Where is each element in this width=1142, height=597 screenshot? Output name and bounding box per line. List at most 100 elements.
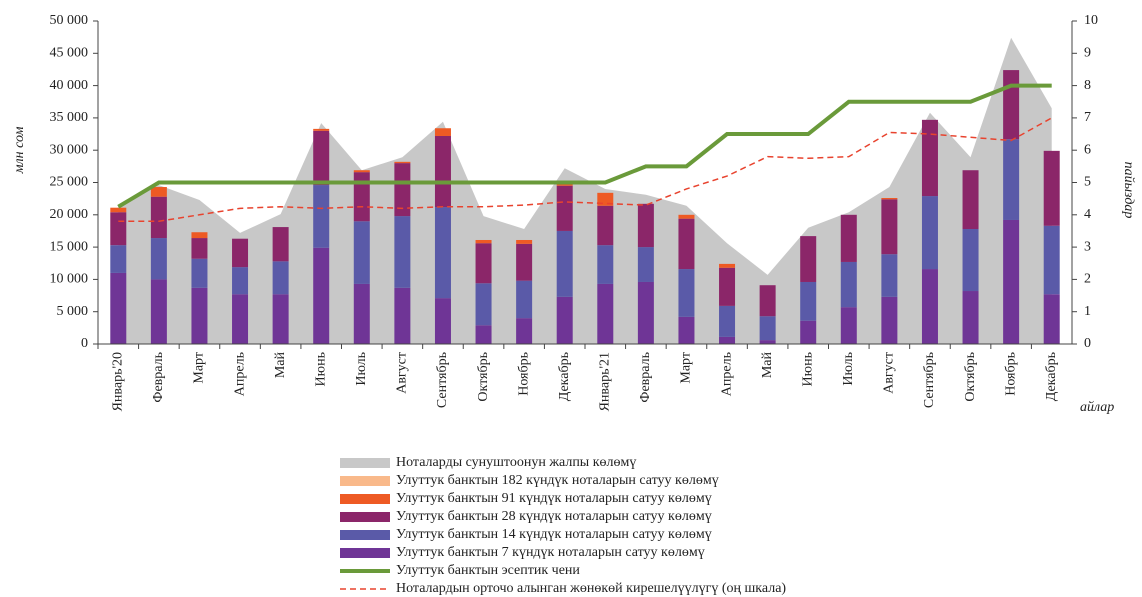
bar [272,227,289,262]
x-tick-label: Ноябрь [1003,352,1018,396]
area [118,37,1052,345]
bar [881,199,898,255]
bar [881,254,898,297]
y2-tick-label: 9 [1084,46,1091,61]
y2-tick-label: 10 [1084,13,1098,28]
x-tick-label: Сентябрь [922,352,937,408]
bar [475,283,492,326]
bar [434,128,451,136]
bar [313,128,330,131]
legend-swatch [340,476,390,486]
bar [759,316,776,341]
bar [800,320,817,344]
bar [962,291,979,344]
x-tick-label: Январь'20 [111,352,126,411]
bar [394,287,411,344]
bar [597,205,614,246]
y2-tick-label: 5 [1084,175,1091,190]
bar [719,336,736,344]
bar [597,245,614,284]
y2-tick-label: 4 [1084,207,1091,222]
bar [272,294,289,344]
bar [556,230,573,297]
legend-swatch [340,530,390,540]
x-tick-label: Декабрь [557,352,572,401]
bar [678,316,695,344]
y-tick-label: 20 000 [50,207,89,222]
bar [759,285,776,317]
bar [313,247,330,344]
bar [759,340,776,344]
bar [394,216,411,288]
y-tick-label: 30 000 [50,142,89,157]
legend-swatch [340,494,390,504]
bar [921,196,938,270]
y-tick-label: 45 000 [50,46,89,61]
bar [556,185,573,231]
y-tick-label: 15 000 [50,239,89,254]
bar [719,263,736,268]
bar [1043,150,1060,226]
x-tick-label: Февраль [151,352,166,403]
legend-label: Улуттук банктын 14 күндүк ноталарын сату… [396,527,712,542]
legend-label: Ноталардын орточо алынган жөнөкөй киреше… [396,581,786,596]
x-tick-label: Июль [354,352,369,386]
bar [232,294,249,344]
x-tick-label: Июнь [800,352,815,386]
bar [962,170,979,230]
legend-swatch [340,548,390,558]
bar [637,247,654,282]
bar [150,196,167,239]
bar [678,214,695,219]
bar [800,236,817,282]
bar [110,272,127,344]
bar [150,187,167,197]
y-axis-label: млн сом [12,127,27,175]
bar [840,261,857,308]
bar [191,258,208,288]
bar [150,238,167,280]
y2-tick-label: 7 [1084,110,1091,125]
bar [962,229,979,292]
bar [881,296,898,344]
bar [353,283,370,344]
y2-tick-label: 8 [1084,78,1091,93]
y-tick-label: 50 000 [50,13,89,28]
y-tick-label: 10 000 [50,272,89,287]
bar [516,239,533,244]
bar [921,269,938,344]
bar [516,243,533,281]
legend-label: Улуттук банктын 7 күндүк ноталарын сатуу… [396,545,705,560]
x-tick-label: Сентябрь [435,352,450,408]
bar [840,307,857,344]
y-tick-label: 35 000 [50,110,89,125]
y-tick-label: 5 000 [57,304,89,319]
bar [637,203,654,248]
bar [516,318,533,344]
bar [1043,225,1060,295]
bar [394,161,411,164]
bar [434,298,451,344]
bar [1043,294,1060,344]
bar [110,212,127,246]
y2-tick-label: 0 [1084,336,1091,351]
y2-tick-label: 2 [1084,272,1091,287]
x-tick-label: Май [273,351,288,378]
legend-label: Улуттук банктын эсептик чени [396,563,580,578]
legend-label: Улуттук банктын 28 күндүк ноталарын сату… [396,509,712,524]
x-tick-label: Ноябрь [516,352,531,396]
legend-label: Улуттук банктын 91 күндүк ноталарын сату… [396,491,712,506]
bar [353,170,370,173]
bar [232,267,249,295]
bar [1003,219,1020,344]
x-tick-label: Октябрь [476,352,491,402]
legend-swatch [340,512,390,522]
x-tick-label: Май [760,351,775,378]
bar [1003,70,1020,140]
bar [313,185,330,248]
x-tick-label: Апрель [719,352,734,396]
bar [881,198,898,200]
bar [840,214,857,262]
bar [678,269,695,317]
bar [434,135,451,208]
